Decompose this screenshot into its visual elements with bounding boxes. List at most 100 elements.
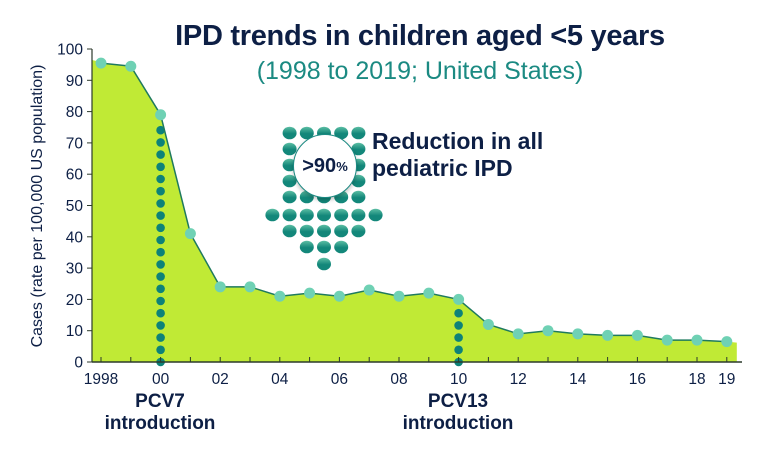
area-layer — [92, 59, 737, 362]
data-point — [155, 109, 167, 121]
data-point — [393, 290, 405, 302]
y-tick-label: 40 — [66, 229, 84, 246]
y-tick-label: 100 — [57, 42, 83, 59]
x-tick-label: 06 — [331, 371, 348, 388]
data-point — [691, 334, 703, 346]
intro-line-dot — [454, 333, 463, 342]
data-point — [721, 336, 733, 348]
data-point — [184, 228, 196, 240]
arrow-dot — [317, 257, 331, 271]
intro-line-dot — [156, 211, 165, 220]
data-point — [95, 57, 107, 69]
y-tick-label: 60 — [66, 167, 84, 184]
intro-line-dot — [156, 272, 165, 281]
x-tick-label: 1998 — [84, 371, 118, 388]
arrow-dot — [299, 224, 314, 238]
intro-line-dot — [454, 308, 463, 318]
intro-line-dot — [156, 247, 165, 257]
data-point — [542, 325, 554, 337]
data-point — [602, 329, 614, 341]
arrow-dot — [351, 190, 366, 204]
intro-line-dot — [156, 235, 165, 245]
x-tick-label: 12 — [510, 371, 527, 388]
reduction-value: >90 — [302, 154, 337, 177]
pcv7-label: PCV7 — [135, 391, 185, 412]
data-point — [214, 281, 226, 293]
data-points — [95, 57, 733, 348]
intro-line-dot — [156, 125, 165, 135]
series-line — [100, 62, 727, 343]
arrow-dot — [334, 208, 349, 222]
intro-line-dot — [156, 296, 165, 306]
arrow-dot — [317, 224, 331, 238]
intro-line-dot — [156, 284, 165, 294]
data-point — [125, 60, 137, 72]
arrow-dot — [282, 126, 297, 140]
intro-line-dot — [156, 345, 165, 355]
arrow-dot — [317, 208, 331, 222]
arrow-dot — [299, 240, 314, 254]
y-tick-label: 20 — [66, 292, 84, 309]
arrow-dot — [351, 142, 366, 156]
data-point — [304, 287, 316, 299]
reduction-text-line2: pediatric IPD — [372, 155, 513, 181]
intro-line-dot — [156, 223, 165, 233]
axes: 0 10 20 30 40 50 60 70 80 90 100 1998 00 02 04 06 08 10 12… — [57, 42, 742, 388]
data-point — [363, 284, 375, 296]
data-point — [572, 328, 584, 340]
data-point — [274, 290, 286, 302]
intro-line-dot — [156, 333, 165, 342]
y-tick-label: 90 — [66, 73, 84, 90]
arrow-dot — [317, 240, 331, 254]
data-point — [661, 334, 673, 346]
intro-line-dot — [156, 174, 165, 184]
area-fill — [92, 59, 737, 362]
reduction-unit: % — [336, 158, 348, 174]
data-point — [244, 281, 256, 293]
arrow-dot — [368, 208, 383, 222]
data-point — [631, 329, 643, 341]
y-tick-label: 50 — [66, 198, 84, 215]
intro-line-dot — [156, 321, 165, 330]
x-tick-label: 02 — [212, 371, 229, 388]
x-tick-label: 19 — [718, 371, 735, 388]
intro-line-dot — [156, 260, 165, 269]
intro-line-dot — [156, 150, 165, 159]
arrow-dot — [334, 240, 349, 254]
intro-line-dot — [156, 199, 165, 208]
y-tick-label: 80 — [66, 104, 84, 121]
intro-line-dot — [454, 321, 463, 330]
pcv13-sublabel: introduction — [402, 413, 514, 434]
intro-line-dot — [156, 162, 165, 172]
x-tick-label: 14 — [569, 371, 587, 388]
chart-subtitle: (1998 to 2019; United States) — [256, 57, 584, 85]
intro-line-dot — [156, 138, 165, 147]
y-tick-label: 70 — [66, 135, 84, 152]
arrow-dot — [265, 208, 280, 222]
arrow-dot — [351, 208, 366, 222]
intro-line-dot — [156, 308, 165, 318]
arrow-dot — [282, 142, 297, 156]
chart-title: IPD trends in children aged <5 years — [175, 20, 665, 52]
arrow-dot — [351, 126, 366, 140]
reduction-text: Reduction in all pediatric IPD — [372, 128, 543, 182]
data-point — [512, 328, 524, 340]
y-tick-label: 0 — [74, 355, 83, 372]
arrow-dot — [334, 224, 349, 238]
x-tick-label: 00 — [152, 371, 170, 388]
arrow-dot — [351, 174, 366, 188]
arrow-dot — [282, 224, 297, 238]
pcv13-label: PCV13 — [427, 391, 489, 412]
intro-line-dot — [454, 345, 463, 355]
arrow-dot — [282, 174, 297, 188]
y-axis-label: Cases (rate per 100,000 US population) — [29, 64, 46, 348]
x-tick-label: 10 — [450, 371, 468, 388]
pcv7-sublabel: introduction — [104, 413, 216, 434]
data-point — [482, 318, 494, 330]
reduction-text-line1: Reduction in all — [372, 128, 544, 154]
arrow-dot — [299, 208, 314, 222]
x-tick-label: 18 — [688, 371, 705, 388]
data-point — [423, 287, 435, 299]
arrow-dot — [282, 190, 297, 204]
